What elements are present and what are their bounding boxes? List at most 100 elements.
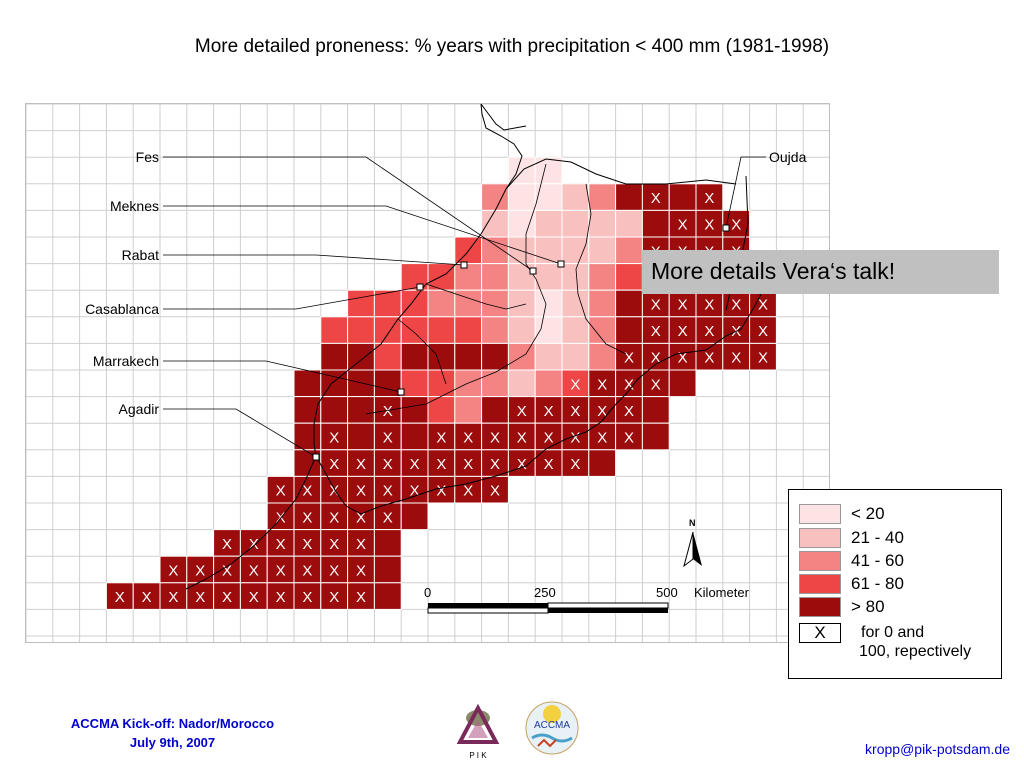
proneness-cell	[159, 555, 188, 584]
proneness-cell	[561, 209, 590, 238]
x-mark: X	[383, 403, 393, 420]
x-mark: X	[570, 403, 580, 420]
footer-event-title: ACCMA Kick-off: Nador/Morocco	[70, 716, 275, 731]
x-mark: X	[517, 403, 527, 420]
proneness-cell	[561, 396, 590, 424]
proneness-cell	[481, 396, 509, 424]
legend-swatch	[799, 504, 841, 524]
proneness-cell	[400, 289, 429, 318]
proneness-cell	[615, 342, 643, 371]
x-mark: X	[276, 563, 286, 580]
province-border-2	[575, 183, 627, 355]
proneness-cell	[481, 183, 509, 211]
proneness-cell	[347, 529, 375, 557]
proneness-cell	[507, 183, 536, 211]
proneness-cell	[615, 263, 643, 291]
proneness-cell	[373, 529, 402, 557]
proneness-cell	[400, 449, 429, 477]
proneness-cell	[373, 396, 402, 424]
x-mark: X	[356, 509, 366, 526]
proneness-cell	[347, 316, 375, 344]
proneness-cell	[534, 289, 563, 318]
proneness-cell	[588, 449, 617, 477]
x-mark: X	[436, 483, 446, 500]
proneness-cell	[400, 316, 429, 344]
proneness-cell	[266, 502, 295, 531]
proneness-cell	[481, 263, 509, 291]
callout-box: More details Vera‘s talk!	[642, 250, 999, 294]
x-mark: X	[222, 563, 232, 580]
proneness-cell	[320, 396, 349, 424]
oujda-leader-line	[725, 156, 766, 229]
city-label-agadir: Agadir	[119, 401, 160, 417]
x-mark: X	[678, 350, 688, 367]
proneness-cell	[534, 209, 563, 238]
proneness-cell	[400, 502, 429, 531]
x-mark: X	[168, 563, 178, 580]
city-leader-lines	[163, 156, 766, 458]
proneness-cell	[320, 316, 349, 344]
x-mark: X	[276, 483, 286, 500]
proneness-cell	[454, 316, 483, 344]
x-mark: X	[276, 536, 286, 553]
scale-segment-1	[428, 603, 548, 608]
x-mark: X	[463, 456, 473, 473]
x-mark: X	[115, 589, 125, 606]
x-mark: X	[704, 217, 714, 234]
x-mark: X	[222, 536, 232, 553]
scale-segment-4	[548, 608, 668, 613]
x-mark: X	[597, 403, 607, 420]
x-mark: X	[383, 509, 393, 526]
pik-logo-triangle	[456, 703, 500, 744]
proneness-cell	[293, 502, 322, 531]
proneness-cell	[105, 582, 134, 610]
x-mark: X	[410, 456, 420, 473]
x-mark: X	[356, 536, 366, 553]
city-markers	[312, 224, 730, 461]
north-label: N	[689, 518, 696, 528]
legend-x-description-line1: for 0 and	[861, 624, 925, 641]
legend-swatch	[799, 528, 841, 548]
marrakech-marker	[397, 388, 405, 396]
proneness-cell	[481, 369, 509, 398]
x-mark: X	[704, 190, 714, 207]
x-mark: X	[410, 483, 420, 500]
proneness-cell	[266, 555, 295, 584]
x-mark: X	[302, 536, 312, 553]
proneness-cell	[534, 263, 563, 291]
x-mark: X	[249, 563, 259, 580]
scale-bar: 0 250 500 Kilometer	[424, 585, 750, 614]
fes-marker	[529, 267, 537, 275]
proneness-cell	[347, 449, 375, 477]
scale-tick-250: 250	[534, 585, 556, 600]
proneness-cell	[454, 289, 483, 318]
proneness-cell	[347, 342, 375, 371]
proneness-cell	[293, 422, 322, 451]
legend-label: 21 - 40	[851, 528, 904, 547]
proneness-cell	[615, 369, 643, 398]
x-mark: X	[678, 323, 688, 340]
agadir-leader-line	[163, 408, 317, 458]
x-mark: X	[356, 589, 366, 606]
slide-title: More detailed proneness: % years with pr…	[194, 36, 830, 57]
x-mark: X	[624, 430, 634, 447]
x-mark: X	[517, 430, 527, 447]
x-mark: X	[463, 430, 473, 447]
x-mark: X	[356, 456, 366, 473]
accma-logo-text: ACCMA	[534, 720, 570, 731]
legend-swatch	[799, 551, 841, 571]
proneness-cell	[481, 209, 509, 238]
accma-logo-sun	[543, 705, 561, 723]
x-mark: X	[383, 456, 393, 473]
scale-tick-0: 0	[424, 585, 431, 600]
contact-email: kropp@pik-potsdam.de	[865, 741, 1010, 757]
north-arrow-right	[693, 532, 702, 566]
x-mark: X	[704, 323, 714, 340]
map-legend: < 20 21 - 40 41 - 60 61 - 80 > 80 X for …	[788, 489, 1002, 679]
proneness-cell	[534, 369, 563, 398]
proneness-cell	[695, 183, 724, 211]
x-mark: X	[624, 403, 634, 420]
x-mark: X	[544, 403, 554, 420]
proneness-cell	[373, 342, 402, 371]
x-mark: X	[651, 376, 661, 393]
